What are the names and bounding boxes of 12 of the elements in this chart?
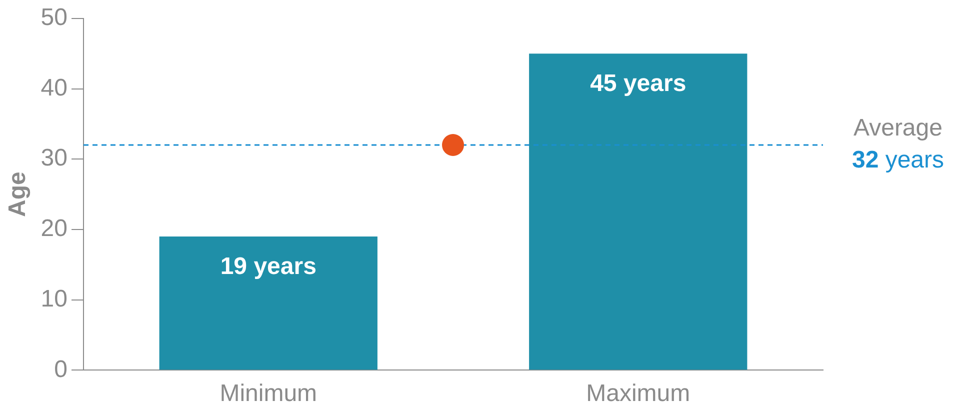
y-tick-label: 50 — [40, 4, 68, 32]
y-tick-label: 10 — [40, 285, 68, 312]
y-tick-label: 40 — [40, 74, 68, 102]
x-tick-label: Minimum — [220, 380, 318, 408]
x-tick-label: Maximum — [586, 380, 690, 408]
y-tick-label: 0 — [54, 356, 68, 383]
data-label: 19 years — [220, 253, 316, 280]
y-tick-label: 30 — [40, 144, 68, 172]
y-tick-label: 20 — [40, 215, 68, 242]
data-label: 45 years — [590, 70, 686, 98]
ref-line-label: Average 32 years — [852, 114, 944, 174]
y-axis-title: Age — [4, 172, 32, 217]
